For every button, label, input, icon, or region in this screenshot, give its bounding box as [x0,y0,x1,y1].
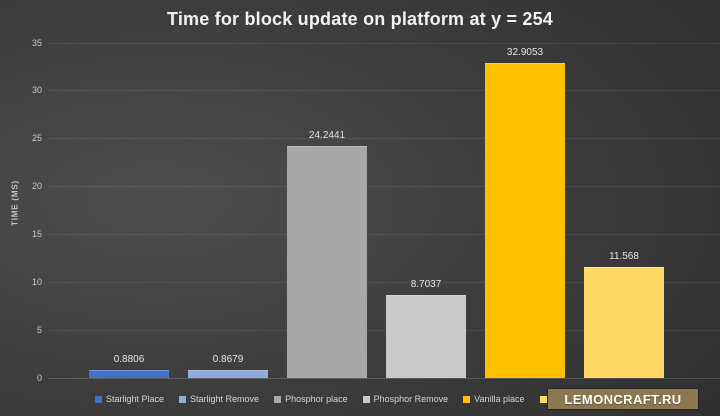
gridline-y-5 [48,329,720,331]
legend-swatch-icon [95,395,102,403]
bar-value-label: 11.568 [609,251,639,263]
legend-swatch-icon [362,395,370,403]
legend-swatch-icon [539,395,547,403]
y-tick-label-35: 35 [31,37,42,48]
legend-item-starlight-remove: Starlight Remove [179,394,259,404]
legend-item-starlight-place: Starlight Place [95,394,164,404]
gridline-y-10 [48,281,720,283]
y-tick-label-0: 0 [36,372,42,383]
gridline-y-0 [48,377,720,379]
plot-area: 0.8806 0.8679 24.2441 8.7037 32.9053 11.568 [48,42,720,379]
legend-item-vanilla-place: Vanilla place [463,394,525,404]
bar-vanilla-place [485,63,565,378]
bar-value-label: 0.8679 [212,353,244,365]
gridline-y-20 [48,186,720,188]
gridline-y-25 [48,138,720,140]
bar-value-label: 24.2441 [308,129,346,141]
y-tick-label-5: 5 [36,324,42,335]
legend-label: Starlight Remove [190,394,260,404]
bar-starlight-remove [188,369,268,378]
y-tick-label-15: 15 [31,228,42,239]
legend-item-hidden [539,395,547,403]
legend-label: Starlight Place [106,394,165,404]
y-tick-label-25: 25 [31,133,42,144]
bar-value-label: 32.9053 [506,47,544,59]
watermark-text: LEMONCRAFT.RU [564,391,682,407]
bar-phosphor-place [287,145,367,378]
y-tick-label-10: 10 [31,276,42,287]
legend-swatch-icon [463,395,471,403]
gridline-y-30 [48,90,720,92]
legend-item-phosphor-place: Phosphor place [274,394,348,404]
gridline-y-35 [48,42,720,44]
chart-legend: Starlight Place Starlight Remove Phosphor … [95,393,547,405]
chart-title: Time for block update on platform at y =… [166,9,554,29]
bar-phosphor-remove [386,294,466,378]
legend-label: Vanilla place [474,394,525,404]
legend-label: Phosphor place [285,394,348,404]
gridline-y-15 [48,233,720,235]
bar-value-label: 0.8806 [113,353,145,365]
legend-label: Phosphor Remove [373,394,449,404]
y-tick-label-30: 30 [31,85,42,96]
bar-starlight-place [89,369,169,378]
bar-series-6 [584,267,664,378]
legend-swatch-icon [274,395,282,403]
bar-value-label: 8.7037 [410,278,442,290]
y-tick-label-20: 20 [31,181,42,192]
legend-item-phosphor-remove: Phosphor Remove [362,394,449,404]
legend-swatch-icon [179,395,187,403]
watermark-badge: LEMONCRAFT.RU [548,389,698,409]
